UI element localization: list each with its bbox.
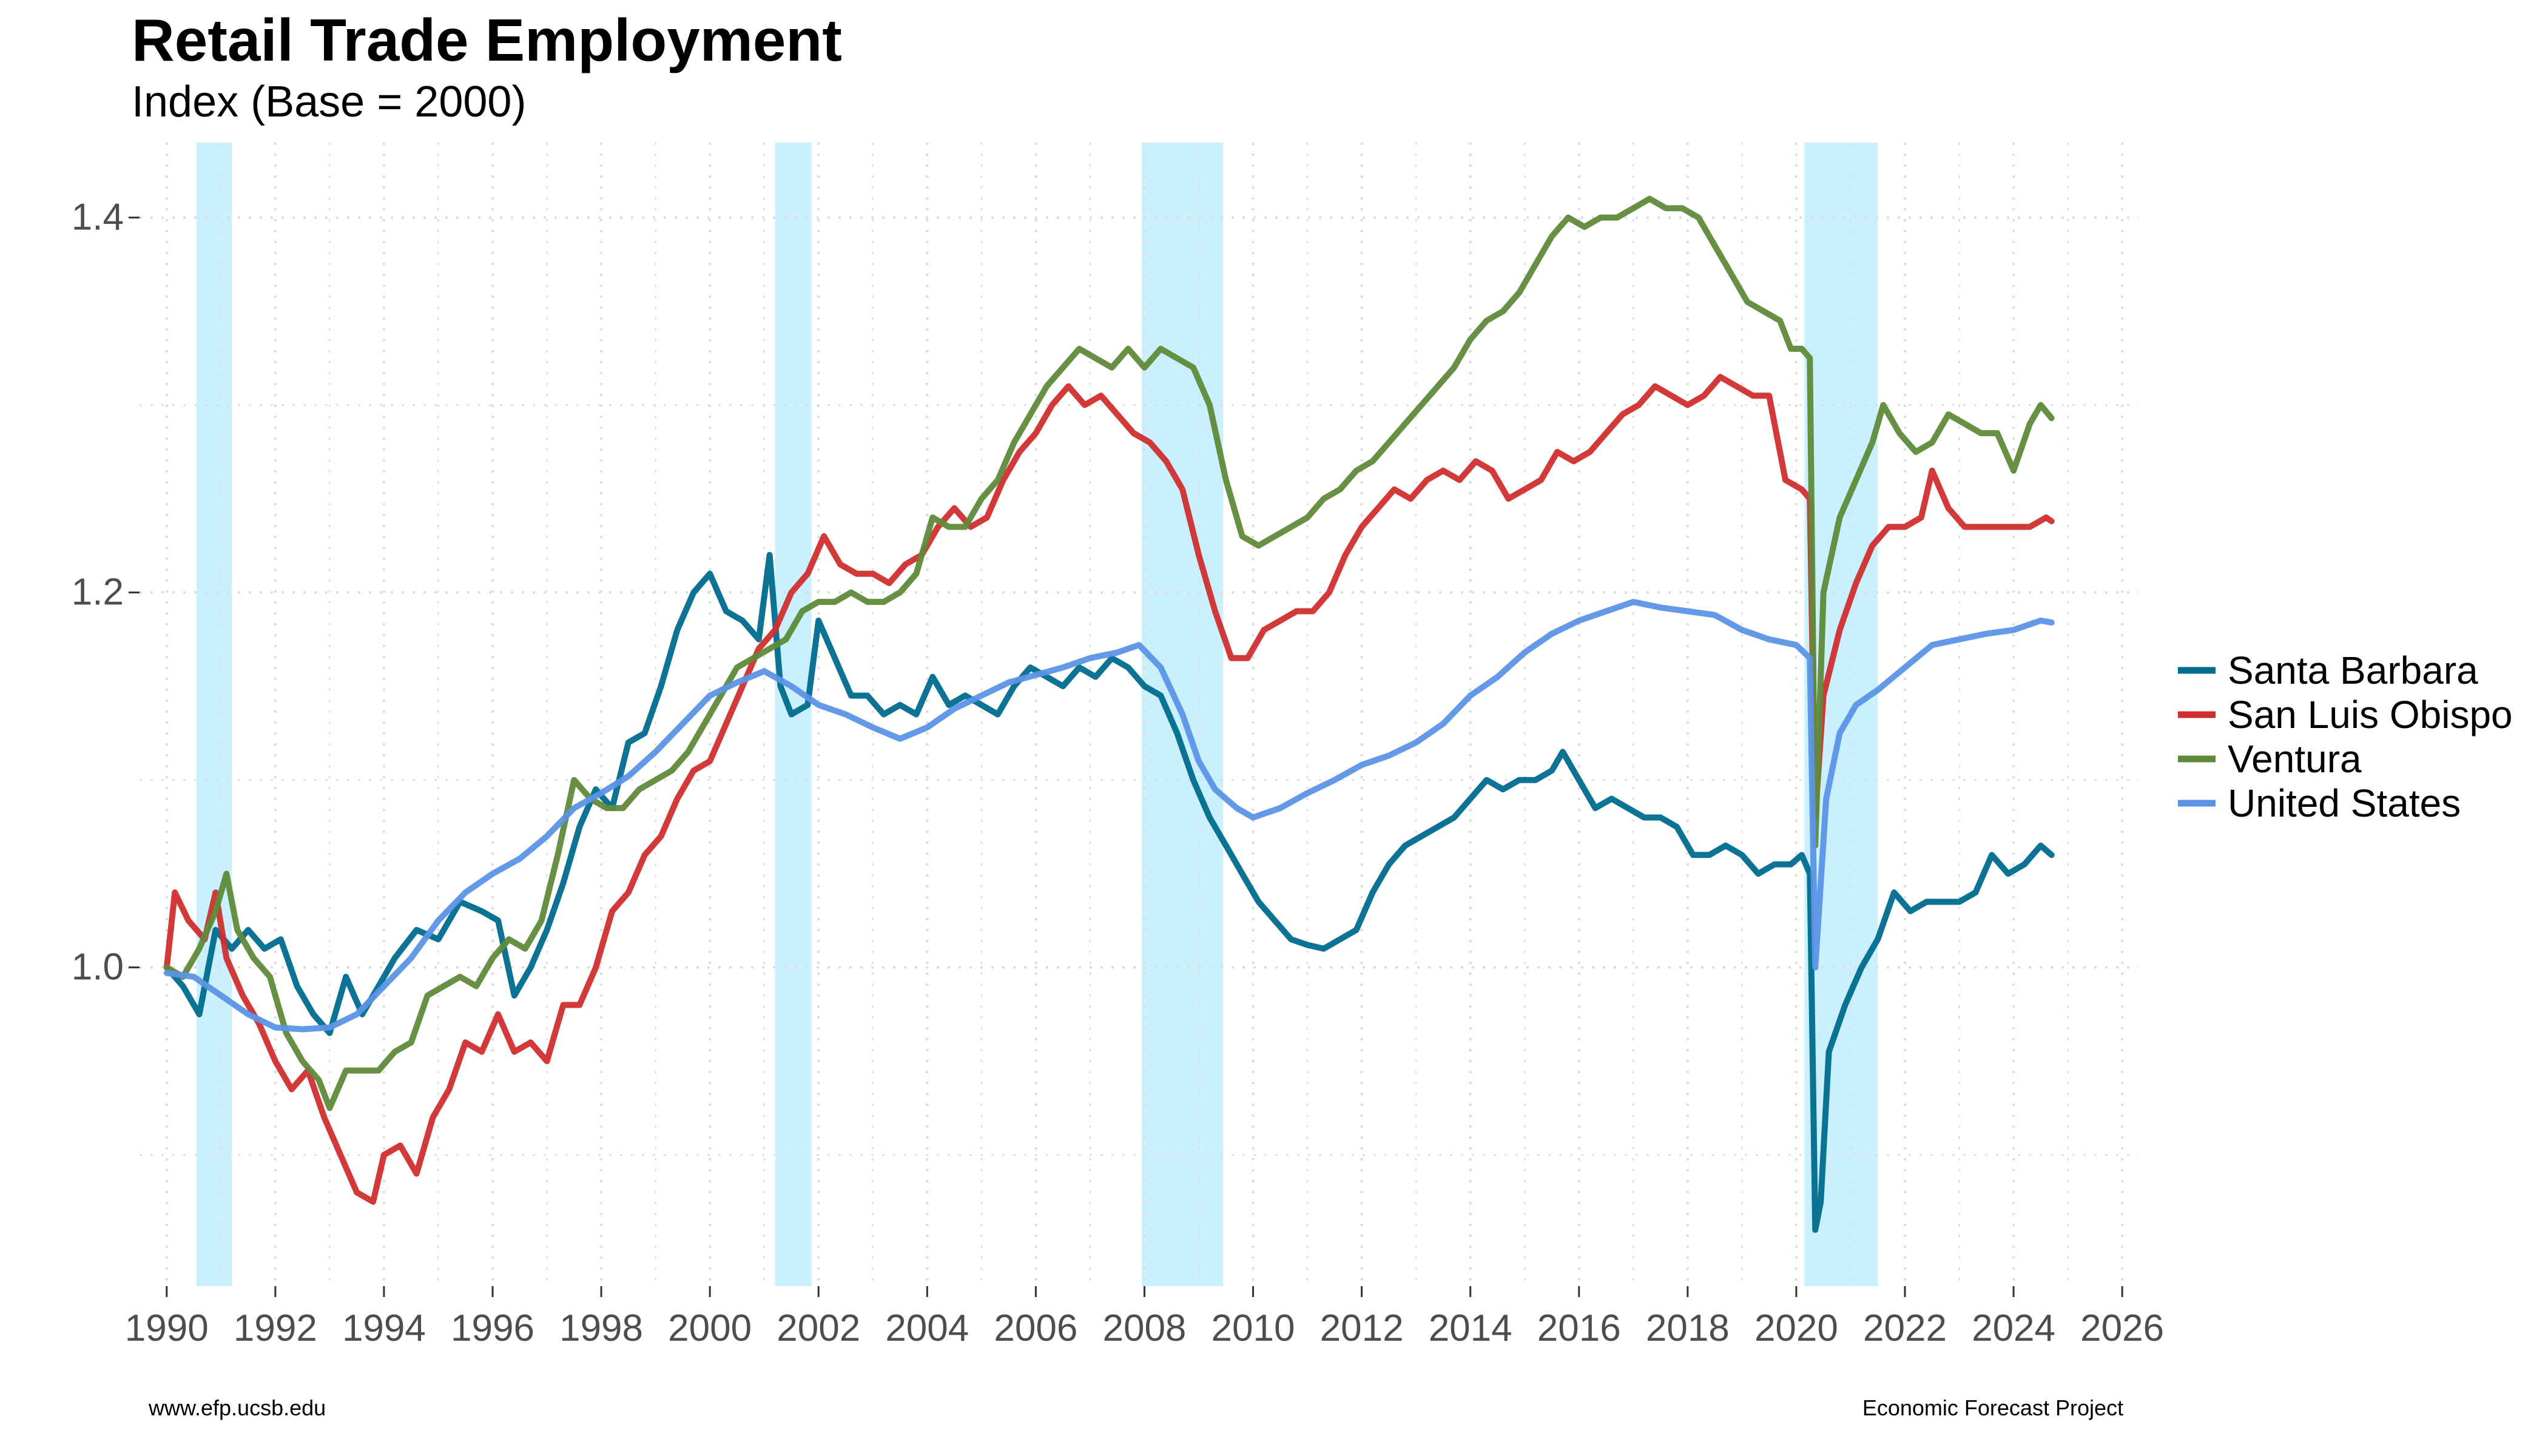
x-tick-label: 2012 [1320,1307,1404,1349]
legend-label: Ventura [2228,737,2362,781]
chart-subtitle: Index (Base = 2000) [132,78,527,126]
y-tick-label: 1.0 [72,946,124,988]
series-line-santa-barbara [163,551,2055,1233]
x-tick-label: 2016 [1537,1307,1621,1349]
x-tick-label: 2006 [994,1307,1077,1349]
x-tick-label: 1998 [559,1307,643,1349]
x-tick-label: 2010 [1212,1307,1295,1349]
legend-label: San Luis Obispo [2228,693,2513,736]
x-tick-label: 1996 [451,1307,534,1349]
x-tick-label: 2026 [2080,1307,2164,1349]
x-tick-label: 2008 [1102,1307,1186,1349]
x-tick-label: 2014 [1429,1307,1512,1349]
footer-credit: Economic Forecast Project [1862,1395,2123,1420]
legend-label: United States [2228,781,2461,825]
x-tick-label: 2024 [1972,1307,2055,1349]
recession-band [197,143,232,1286]
footer-source-url: www.efp.ucsb.edu [149,1395,326,1420]
x-tick-label: 1992 [234,1307,317,1349]
series-line-san-luis-obispo [163,374,2055,1205]
series-line-united-states [163,599,2055,1033]
recession-bands [197,143,1878,1286]
x-tick-label: 1990 [125,1307,209,1349]
y-tick-label: 1.2 [72,571,124,613]
chart-title: Retail Trade Employment [132,7,842,73]
x-tick-label: 2002 [777,1307,860,1349]
legend-label: Santa Barbara [2228,649,2478,692]
y-tick-label: 1.4 [72,197,124,238]
x-tick-label: 2022 [1863,1307,1947,1349]
series-line-ventura [163,195,2055,1111]
x-tick-label: 2000 [668,1307,752,1349]
x-tick-label: 2018 [1646,1307,1730,1349]
x-tick-label: 1994 [342,1307,426,1349]
axes: 1.0 1.2 1.4 1990 1992 1994 1996 1998 2000 2002 200… [72,197,2164,1349]
series-lines [163,195,2055,1233]
x-tick-label: 2020 [1754,1307,1838,1349]
x-tick-label: 2004 [885,1307,969,1349]
